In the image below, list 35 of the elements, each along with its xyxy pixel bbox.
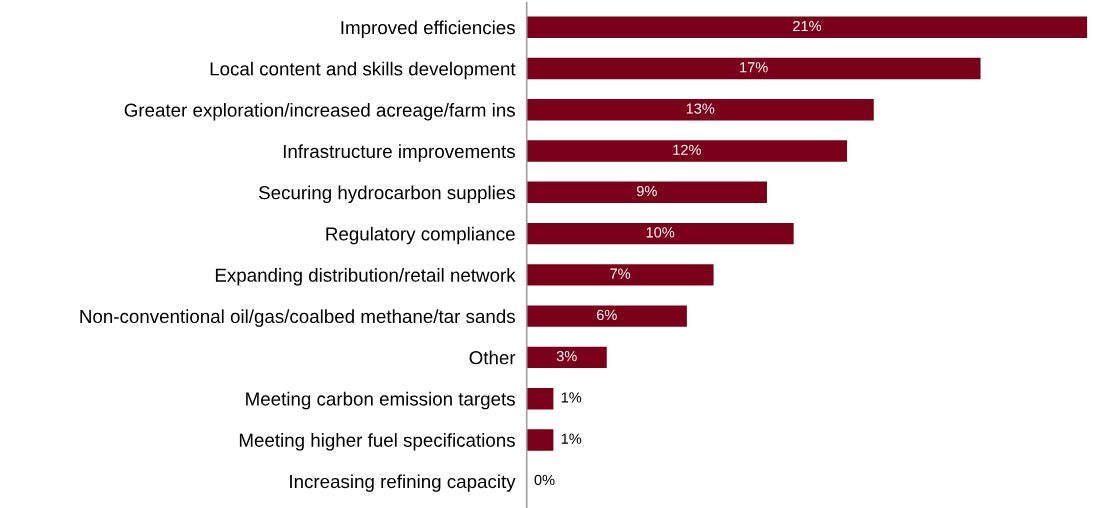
data-label: 9% [636, 185, 657, 197]
data-label: 10% [646, 227, 675, 238]
y-tick-label: Non-conventional oil/gas/coalbed methane/tar sands [80, 309, 515, 327]
y-tick-label: Regulatory compliance [326, 226, 515, 245]
bar [526, 429, 554, 451]
y-tick-label: Increasing refining capacity [290, 474, 516, 492]
data-label: 12% [673, 144, 701, 155]
data-label: 7% [610, 268, 631, 279]
data-label: 1% [561, 433, 582, 444]
y-tick-label: Securing hydrocarbon supplies [259, 185, 515, 204]
data-label: 13% [686, 103, 715, 114]
bar [526, 346, 607, 369]
y-tick-label: Other [469, 350, 516, 365]
y-tick-label: Infrastructure improvements [283, 144, 515, 162]
bar [526, 57, 981, 80]
y-tick-label: Local content and skills development [210, 61, 516, 80]
bar [526, 305, 687, 327]
data-label: 21% [793, 20, 822, 32]
data-label: 17% [740, 62, 768, 73]
y-tick-label: Meeting higher fuel specifications [239, 433, 515, 451]
data-label: 1% [561, 392, 582, 403]
bar [526, 181, 767, 204]
bar [526, 387, 554, 410]
bar [526, 16, 1088, 39]
y-tick-label: Improved efficiencies [341, 20, 515, 38]
data-label: 0% [534, 474, 555, 486]
data-label: 6% [596, 309, 617, 321]
data-label: 3% [556, 350, 577, 362]
bar [526, 264, 714, 286]
bar [526, 140, 848, 162]
y-tick-label: Meeting carbon emission targets [246, 391, 515, 410]
bar [526, 99, 874, 121]
y-tick-label: Expanding distribution/retail network [215, 268, 516, 286]
y-tick-label: Greater exploration/increased acreage/farm ins [124, 103, 515, 121]
bar [526, 222, 794, 245]
